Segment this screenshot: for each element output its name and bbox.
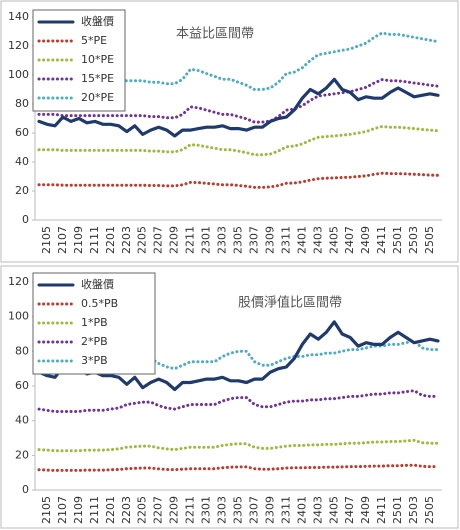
x-tick-label: 2411 (375, 496, 388, 524)
y-tick-label: 120 (8, 275, 29, 288)
legend-label: 3*PB (81, 354, 108, 367)
x-tick-label: 2401 (295, 496, 308, 524)
x-tick-label: 2503 (407, 496, 420, 524)
x-tick-label: 2105 (40, 496, 53, 524)
x-tick-label: 2211 (184, 496, 197, 524)
series-line (37, 339, 440, 374)
x-tick-label: 2201 (104, 226, 117, 254)
x-tick-label: 2407 (343, 496, 356, 524)
legend-label: 1*PB (81, 316, 108, 329)
series-line (37, 389, 440, 413)
x-tick-label: 2111 (88, 496, 101, 524)
x-tick-label: 2209 (168, 496, 181, 524)
chart-title: 本益比區間帶 (176, 27, 254, 42)
chart-title: 股價淨值比區間帶 (238, 295, 342, 311)
y-tick-label: 60 (15, 379, 29, 392)
x-tick-label: 2209 (168, 226, 181, 254)
y-tick-label: 120 (8, 39, 29, 52)
x-tick-label: 2309 (263, 226, 276, 254)
series-line (37, 125, 440, 157)
x-tick-label: 2501 (391, 496, 404, 524)
x-tick-label: 2107 (56, 226, 69, 254)
legend-label: 5*PE (81, 34, 107, 47)
x-tick-label: 2305 (232, 496, 245, 524)
legend-label: 收盤價 (81, 14, 114, 28)
x-tick-label: 2107 (56, 496, 69, 524)
x-tick-label: 2405 (327, 496, 340, 524)
legend-label: 10*PE (81, 53, 114, 66)
x-tick-label: 2301 (200, 226, 213, 254)
x-tick-label: 2205 (136, 226, 149, 254)
x-tick-label: 2301 (200, 496, 213, 524)
legend-label: 2*PB (81, 335, 108, 348)
y-tick-label: 0 (22, 213, 29, 226)
x-tick-label: 2311 (279, 226, 292, 254)
x-tick-label: 2409 (359, 226, 372, 254)
y-tick-label: 40 (15, 414, 29, 427)
x-tick-label: 2305 (232, 226, 245, 254)
x-tick-label: 2307 (247, 496, 260, 524)
x-tick-label: 2409 (359, 496, 372, 524)
y-tick-label: 80 (15, 97, 29, 110)
x-tick-label: 2501 (391, 226, 404, 254)
y-tick-label: 100 (8, 68, 29, 81)
x-tick-label: 2303 (216, 226, 229, 254)
x-tick-label: 2505 (423, 496, 436, 524)
x-tick-label: 2401 (295, 226, 308, 254)
series-line (37, 77, 440, 138)
x-tick-label: 2407 (343, 226, 356, 254)
x-tick-label: 2503 (407, 226, 420, 254)
x-tick-label: 2207 (152, 496, 165, 524)
legend-label: 收盤價 (81, 277, 114, 291)
legend-label: 20*PE (81, 91, 114, 104)
x-tick-label: 2307 (247, 226, 260, 254)
x-tick-label: 2109 (72, 226, 85, 254)
x-tick-label: 2201 (104, 496, 117, 524)
x-tick-label: 2211 (184, 226, 197, 254)
x-tick-label: 2303 (216, 496, 229, 524)
y-tick-label: 80 (15, 344, 29, 357)
x-tick-label: 2105 (40, 226, 53, 254)
series-line (37, 320, 440, 392)
x-tick-label: 2403 (311, 496, 324, 524)
x-tick-label: 2311 (279, 496, 292, 524)
series-line (37, 31, 440, 91)
x-tick-label: 2411 (375, 226, 388, 254)
legend-label: 0.5*PB (81, 297, 118, 310)
legend-label: 15*PE (81, 72, 114, 85)
x-tick-label: 2203 (120, 496, 133, 524)
y-tick-label: 0 (22, 483, 29, 496)
y-tick-label: 60 (15, 126, 29, 139)
x-tick-label: 2203 (120, 226, 133, 254)
series-line (37, 171, 440, 189)
x-tick-label: 2109 (72, 496, 85, 524)
y-tick-label: 140 (8, 10, 29, 23)
x-tick-label: 2207 (152, 226, 165, 254)
x-tick-label: 2405 (327, 226, 340, 254)
y-tick-label: 40 (15, 155, 29, 168)
x-tick-label: 2205 (136, 496, 149, 524)
x-tick-label: 2309 (263, 496, 276, 524)
y-tick-label: 20 (15, 184, 29, 197)
series-line (37, 438, 440, 453)
x-tick-label: 2505 (423, 226, 436, 254)
x-tick-label: 2111 (88, 226, 101, 254)
y-tick-label: 100 (8, 310, 29, 323)
y-tick-label: 20 (15, 448, 29, 461)
x-tick-label: 2403 (311, 226, 324, 254)
